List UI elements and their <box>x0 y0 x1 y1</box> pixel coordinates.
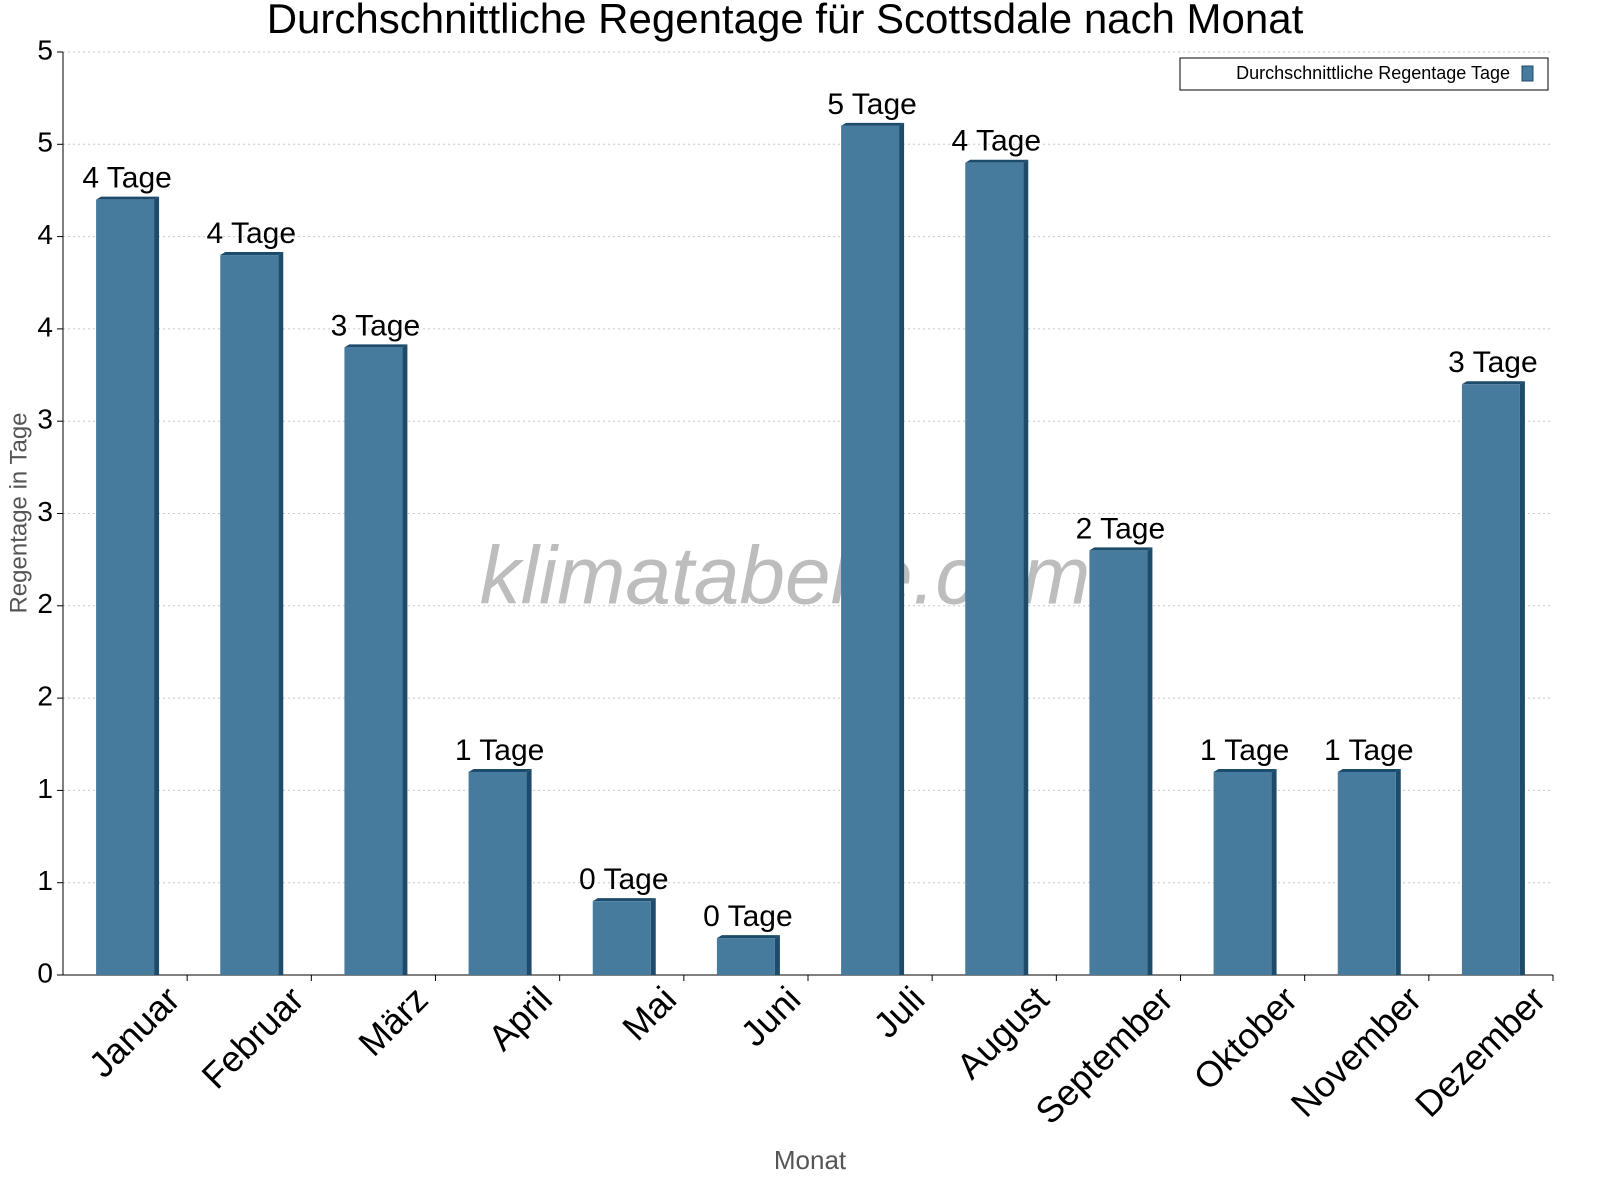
y-tick-label: 4 <box>37 311 53 342</box>
bar-side <box>278 252 284 975</box>
bar-group <box>592 898 656 975</box>
bar <box>468 771 527 975</box>
bar <box>1089 550 1148 975</box>
bar <box>965 162 1024 975</box>
bar-group <box>220 252 284 975</box>
bar-side <box>1395 768 1401 975</box>
y-axis-label: Regentage in Tage <box>5 412 32 613</box>
y-tick-label: 2 <box>37 680 53 711</box>
bar-top <box>1461 381 1525 385</box>
value-label: 1 Tage <box>455 734 545 767</box>
y-tick-label: 5 <box>37 34 53 65</box>
bar-side <box>526 768 532 975</box>
bar-side <box>774 935 780 975</box>
bar-top <box>1213 768 1277 772</box>
bar-side <box>1519 381 1525 975</box>
value-label: 5 Tage <box>827 88 917 121</box>
legend-label: Durchschnittliche Regentage Tage <box>1236 63 1510 83</box>
legend-swatch <box>1521 65 1534 82</box>
value-label: 0 Tage <box>579 863 669 896</box>
legend: Durchschnittliche Regentage Tage <box>1179 57 1549 91</box>
bar-side <box>1023 159 1029 975</box>
value-label: 1 Tage <box>1324 734 1414 767</box>
bar <box>1337 771 1396 975</box>
bar <box>716 938 775 975</box>
bar-top <box>841 122 905 126</box>
value-label: 4 Tage <box>206 217 296 250</box>
x-tick-label: Oktober <box>1185 978 1305 1098</box>
bar-top <box>965 159 1029 163</box>
x-tick-label: Dezember <box>1407 978 1553 1124</box>
chart-title: Durchschnittliche Regentage für Scottsda… <box>267 0 1304 42</box>
value-label: 4 Tage <box>82 162 172 195</box>
bar <box>220 255 279 975</box>
bar-side <box>1271 768 1277 975</box>
bar-group <box>344 344 408 975</box>
bar-top <box>220 252 284 256</box>
bar-side <box>1147 547 1153 975</box>
bar-top <box>716 935 780 939</box>
bar-top <box>1089 547 1153 551</box>
x-tick-label: Juli <box>865 978 932 1045</box>
y-tick-label: 4 <box>37 219 53 250</box>
value-label: 2 Tage <box>1076 512 1166 545</box>
bar-side <box>899 122 905 976</box>
bar-side <box>650 898 656 975</box>
y-tick-label: 3 <box>37 404 53 435</box>
bar-group <box>96 196 160 975</box>
y-tick-label: 5 <box>37 127 53 158</box>
bar-group <box>965 159 1029 975</box>
bar-group <box>468 768 532 975</box>
x-tick-label: Januar <box>81 978 188 1085</box>
bar-top <box>344 344 408 348</box>
bar-group <box>716 935 780 975</box>
bar-group <box>1461 381 1525 975</box>
legend-box <box>1179 57 1549 91</box>
y-tick-label: 2 <box>37 588 53 619</box>
y-tick-label: 1 <box>37 773 53 804</box>
bar-group <box>1213 768 1277 975</box>
value-label: 3 Tage <box>331 309 421 342</box>
x-tick-label: März <box>350 978 436 1064</box>
x-tick-label: April <box>480 978 560 1058</box>
value-label: 4 Tage <box>951 125 1041 158</box>
bar-group <box>1337 768 1401 975</box>
bar-group <box>1089 547 1153 975</box>
x-tick-label: Februar <box>194 978 312 1096</box>
bar-side <box>154 196 160 975</box>
value-label: 3 Tage <box>1448 346 1538 379</box>
bar-top <box>468 768 532 772</box>
x-tick-label: November <box>1283 978 1429 1124</box>
x-tick-label: August <box>948 978 1056 1086</box>
bar <box>1213 771 1272 975</box>
x-axis-label: Monat <box>774 1145 847 1175</box>
y-tick-label: 3 <box>37 496 53 527</box>
bar <box>592 901 651 975</box>
bar-top <box>592 898 656 902</box>
x-tick-label: Juni <box>733 978 809 1054</box>
bar <box>1461 384 1520 975</box>
bar <box>841 125 900 976</box>
bar-group <box>841 122 905 976</box>
bar-side <box>402 344 408 975</box>
bar-top <box>96 196 160 200</box>
y-tick-label: 0 <box>37 957 53 988</box>
bar <box>96 199 155 975</box>
bar <box>344 347 403 975</box>
value-label: 0 Tage <box>703 900 793 933</box>
y-tick-label: 1 <box>37 865 53 896</box>
bar-top <box>1337 768 1401 772</box>
x-tick-label: Mai <box>614 978 684 1048</box>
value-label: 1 Tage <box>1200 734 1290 767</box>
